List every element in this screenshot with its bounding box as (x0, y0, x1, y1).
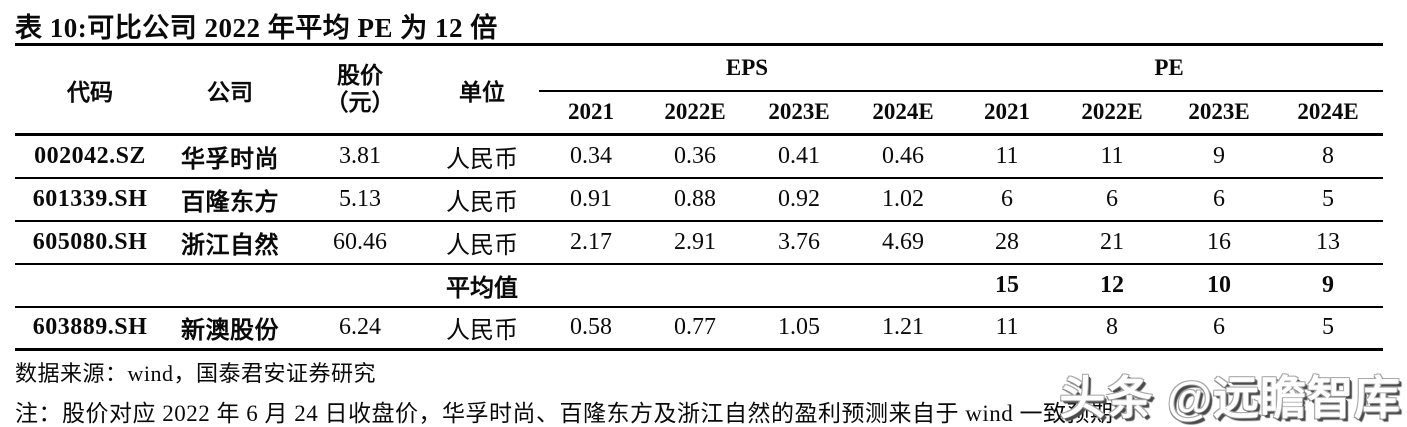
pe-cell: 9 (1165, 134, 1273, 179)
empty-cell (747, 263, 851, 308)
pe-cell: 11 (1059, 134, 1165, 179)
header-eps-2021: 2021 (539, 90, 643, 136)
eps-cell: 3.76 (747, 220, 851, 265)
pe-cell: 6 (1059, 177, 1165, 222)
eps-cell: 4.69 (851, 220, 955, 265)
pe-cell: 21 (1059, 220, 1165, 265)
table-title: 表 10:可比公司 2022 年平均 PE 为 12 倍 (15, 13, 498, 43)
header-pe-2023e: 2023E (1165, 90, 1273, 136)
empty-cell (643, 263, 747, 308)
header-code: 代码 (15, 44, 165, 136)
header-eps-2024e: 2024E (851, 90, 955, 136)
eps-cell: 0.36 (643, 134, 747, 179)
header-price: 股价 （元） (295, 44, 425, 136)
price-cell: 5.13 (295, 177, 425, 222)
eps-cell: 0.88 (643, 177, 747, 222)
table-row-zhejiang: 605080.SH 浙江自然 60.46 人民币 2.17 2.91 3.76 … (15, 220, 1384, 265)
header-group-row: 代码 公司 股价 （元） 单位 EPS PE (15, 44, 1384, 136)
pe-cell: 28 (955, 220, 1059, 265)
avg-pe-cell: 15 (955, 263, 1059, 308)
eps-cell: 0.58 (570, 314, 612, 341)
header-eps-2023e: 2023E (747, 90, 851, 136)
unit-cell: 人民币 (425, 220, 539, 265)
eps-cell: 0.46 (851, 134, 955, 179)
pe-cell: 6 (1165, 177, 1273, 222)
price-cell: 3.81 (295, 134, 425, 179)
pe-cell: 13 (1273, 220, 1384, 265)
eps-cell: 0.34 (539, 134, 643, 179)
avg-pe-cell: 10 (1165, 263, 1273, 308)
pe-cell: 6 (1213, 314, 1225, 341)
header-pe-group: PE (955, 44, 1384, 92)
unit-cell: 人民币 (425, 177, 539, 222)
eps-cell: 0.41 (747, 134, 851, 179)
header-company: 公司 (165, 44, 295, 136)
eps-cell: 1.21 (882, 314, 924, 341)
table-row-average: 平均值 15 12 10 9 (15, 263, 1384, 308)
average-label-cell: 平均值 (425, 263, 539, 308)
company-cell: 新澳股份 (181, 318, 279, 345)
empty-cell (295, 263, 425, 308)
pe-cell: 5 (1322, 314, 1334, 341)
header-eps-group: EPS (539, 44, 955, 92)
eps-cell: 1.02 (851, 177, 955, 222)
eps-cell: 2.91 (643, 220, 747, 265)
eps-cell: 0.77 (674, 314, 716, 341)
code-cell: 603889.SH (32, 314, 148, 341)
header-eps-2022e: 2022E (643, 90, 747, 136)
pe-cell: 11 (955, 134, 1059, 179)
pe-cell: 6 (955, 177, 1059, 222)
price-cell: 6.24 (339, 314, 381, 341)
company-cell: 百隆东方 (165, 177, 295, 222)
empty-cell (15, 263, 165, 308)
pe-cell: 16 (1165, 220, 1273, 265)
header-pe-2024e: 2024E (1273, 90, 1384, 136)
empty-cell (539, 263, 643, 308)
empty-cell (851, 263, 955, 308)
eps-cell: 0.92 (747, 177, 851, 222)
eps-cell: 1.05 (778, 314, 820, 341)
header-price-line2: （元） (325, 89, 395, 115)
pe-cell: 8 (1106, 314, 1118, 341)
code-cell: 002042.SZ (15, 134, 165, 179)
header-pe-2022e: 2022E (1059, 90, 1165, 136)
header-year-row: 2021 2022E 2023E 2024E 2021 2022E 2023E … (15, 90, 1384, 136)
watermark-toutiao: 头条 @远瞻智库 (1059, 372, 1401, 424)
unit-cell: 人民币 (425, 134, 539, 179)
eps-cell: 0.91 (539, 177, 643, 222)
company-cell: 华孚时尚 (165, 134, 295, 179)
table-row-bailong: 601339.SH 百隆东方 5.13 人民币 0.91 0.88 0.92 1… (15, 177, 1384, 222)
avg-pe-cell: 9 (1273, 263, 1384, 308)
empty-cell (165, 263, 295, 308)
unit-cell: 人民币 (446, 318, 518, 345)
data-source-text: 数据来源：wind，国泰君安证券研究 (15, 361, 377, 386)
code-cell: 605080.SH (15, 220, 165, 265)
header-price-line1: 股价 (337, 63, 383, 89)
table-row-xinao: 603889.SH 新澳股份 6.24 人民币 0.58 0.77 1.05 1… (15, 307, 1383, 350)
company-cell: 浙江自然 (165, 220, 295, 265)
comparable-companies-table: 代码 公司 股价 （元） 单位 EPS PE 2021 2022E 2023E … (15, 43, 1384, 351)
avg-pe-cell: 12 (1059, 263, 1165, 308)
footnote-text: 注：股价对应 2022 年 6 月 24 日收盘价，华孚时尚、百隆东方及浙江自然… (15, 401, 1114, 426)
eps-cell: 2.17 (539, 220, 643, 265)
pe-cell: 5 (1273, 177, 1384, 222)
price-cell: 60.46 (295, 220, 425, 265)
pe-cell: 8 (1273, 134, 1384, 179)
table-row-huafu: 002042.SZ 华孚时尚 3.81 人民币 0.34 0.36 0.41 0… (15, 134, 1384, 179)
code-cell: 601339.SH (15, 177, 165, 222)
header-unit: 单位 (425, 44, 539, 136)
pe-cell: 11 (995, 314, 1019, 341)
header-pe-2021: 2021 (955, 90, 1059, 136)
